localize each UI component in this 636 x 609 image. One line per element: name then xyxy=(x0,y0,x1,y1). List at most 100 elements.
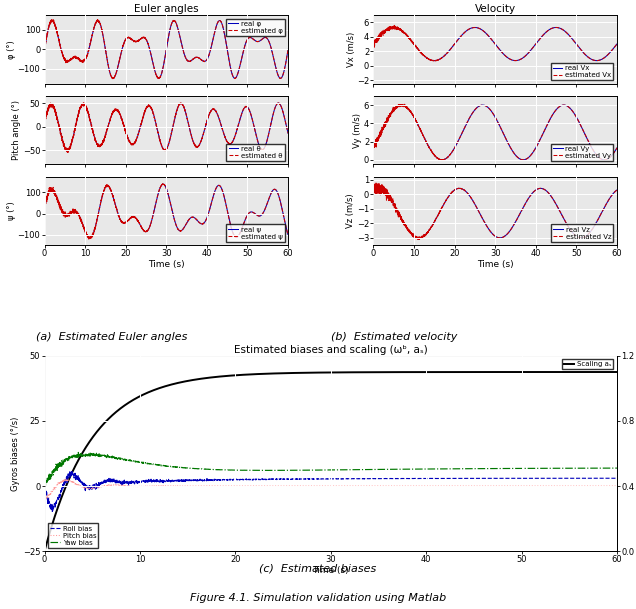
Line: estimated Vz: estimated Vz xyxy=(373,183,617,240)
real Vz xyxy=(412,233,420,241)
Pitch bias xyxy=(613,482,621,490)
Line: estimated θ: estimated θ xyxy=(45,103,288,152)
Scaling aₛ xyxy=(540,368,548,376)
real θ xyxy=(69,136,76,144)
real φ xyxy=(134,37,142,44)
estimated ψ xyxy=(134,217,142,225)
estimated Vx xyxy=(391,22,398,29)
Pitch bias xyxy=(141,482,148,490)
Y-axis label: Vz (m/s): Vz (m/s) xyxy=(347,194,356,228)
Roll bias xyxy=(602,474,610,482)
Line: real Vz: real Vz xyxy=(373,188,617,238)
estimated φ xyxy=(280,69,287,77)
estimated Vx xyxy=(474,24,481,32)
estimated φ xyxy=(284,46,292,53)
Yaw bias xyxy=(541,465,548,472)
Line: estimated Vx: estimated Vx xyxy=(373,26,617,61)
real φ xyxy=(231,75,238,82)
real ψ xyxy=(280,212,287,219)
real φ xyxy=(284,46,292,53)
real Vy xyxy=(370,144,377,152)
real Vy xyxy=(520,156,527,163)
real φ xyxy=(41,46,48,53)
estimated ψ xyxy=(85,235,92,242)
estimated Vz xyxy=(609,191,616,199)
Line: real θ: real θ xyxy=(45,103,288,150)
real θ xyxy=(83,105,91,113)
Roll bias xyxy=(613,474,621,482)
Text: (a)  Estimated Euler angles: (a) Estimated Euler angles xyxy=(36,332,187,342)
real Vx xyxy=(412,43,420,50)
estimated θ xyxy=(64,149,72,156)
real θ xyxy=(145,102,153,110)
Scaling aₛ xyxy=(602,368,609,376)
estimated Vz xyxy=(412,234,420,241)
real θ xyxy=(41,117,48,124)
Pitch bias xyxy=(541,482,548,490)
Y-axis label: Vy (m/s): Vy (m/s) xyxy=(354,113,363,147)
Legend: real θ, estimated θ: real θ, estimated θ xyxy=(226,144,285,161)
Line: Roll bias: Roll bias xyxy=(45,471,617,512)
Scaling aₛ xyxy=(285,370,293,377)
real ψ xyxy=(86,234,93,242)
estimated θ xyxy=(69,135,76,143)
estimated θ xyxy=(280,110,287,118)
Legend: real Vy, estimated Vy: real Vy, estimated Vy xyxy=(551,144,614,161)
Pitch bias xyxy=(41,493,48,501)
real θ xyxy=(275,99,282,107)
estimated φ xyxy=(69,54,76,62)
Pitch bias xyxy=(286,482,293,490)
real Vz xyxy=(463,189,471,196)
estimated ψ xyxy=(284,231,292,239)
Yaw bias xyxy=(613,465,621,472)
real Vx xyxy=(370,40,377,48)
Legend: Roll bias, Pitch bias, Yaw bias: Roll bias, Pitch bias, Yaw bias xyxy=(48,523,99,547)
estimated ψ xyxy=(145,225,153,233)
real Vy xyxy=(411,116,419,124)
real Vx xyxy=(582,52,590,59)
real Vz xyxy=(370,186,377,194)
Y-axis label: φ (°): φ (°) xyxy=(7,40,16,59)
estimated Vy xyxy=(609,151,616,158)
estimated ψ xyxy=(253,212,261,219)
Roll bias xyxy=(48,508,56,515)
X-axis label: Time (s): Time (s) xyxy=(312,566,349,575)
Yaw bias xyxy=(106,453,114,460)
estimated θ xyxy=(83,106,91,113)
real Vx xyxy=(398,27,405,34)
Roll bias xyxy=(68,467,76,474)
estimated Vy xyxy=(438,157,446,164)
Roll bias xyxy=(286,475,293,482)
real Vx xyxy=(613,40,621,48)
estimated ψ xyxy=(83,231,90,239)
estimated Vz xyxy=(474,205,481,213)
Line: real Vx: real Vx xyxy=(373,27,617,61)
estimated φ xyxy=(41,46,48,53)
Pitch bias xyxy=(602,482,610,490)
real Vy xyxy=(479,102,487,109)
estimated ψ xyxy=(280,212,287,219)
Title: Euler angles: Euler angles xyxy=(134,4,198,15)
Line: real ψ: real ψ xyxy=(45,184,288,238)
estimated θ xyxy=(80,99,87,107)
estimated φ xyxy=(109,75,117,82)
real Vz xyxy=(577,234,585,242)
real φ xyxy=(280,69,287,77)
real θ xyxy=(64,147,71,154)
real φ xyxy=(83,52,90,60)
Title: Velocity: Velocity xyxy=(474,4,516,15)
estimated Vx xyxy=(463,27,471,34)
real Vx xyxy=(593,57,600,65)
estimated ψ xyxy=(69,208,76,216)
estimated Vy xyxy=(370,141,377,149)
Yaw bias xyxy=(74,449,82,456)
Title: Estimated biases and scaling (ωᵇ, aₛ): Estimated biases and scaling (ωᵇ, aₛ) xyxy=(234,345,427,355)
real ψ xyxy=(159,180,167,188)
estimated ψ xyxy=(41,206,48,213)
real Vy xyxy=(398,102,405,109)
Line: estimated Vy: estimated Vy xyxy=(373,104,617,160)
Pitch bias xyxy=(261,482,268,490)
real θ xyxy=(253,136,261,143)
estimated Vz xyxy=(374,179,382,186)
Legend: real Vz, estimated Vz: real Vz, estimated Vz xyxy=(551,225,614,242)
